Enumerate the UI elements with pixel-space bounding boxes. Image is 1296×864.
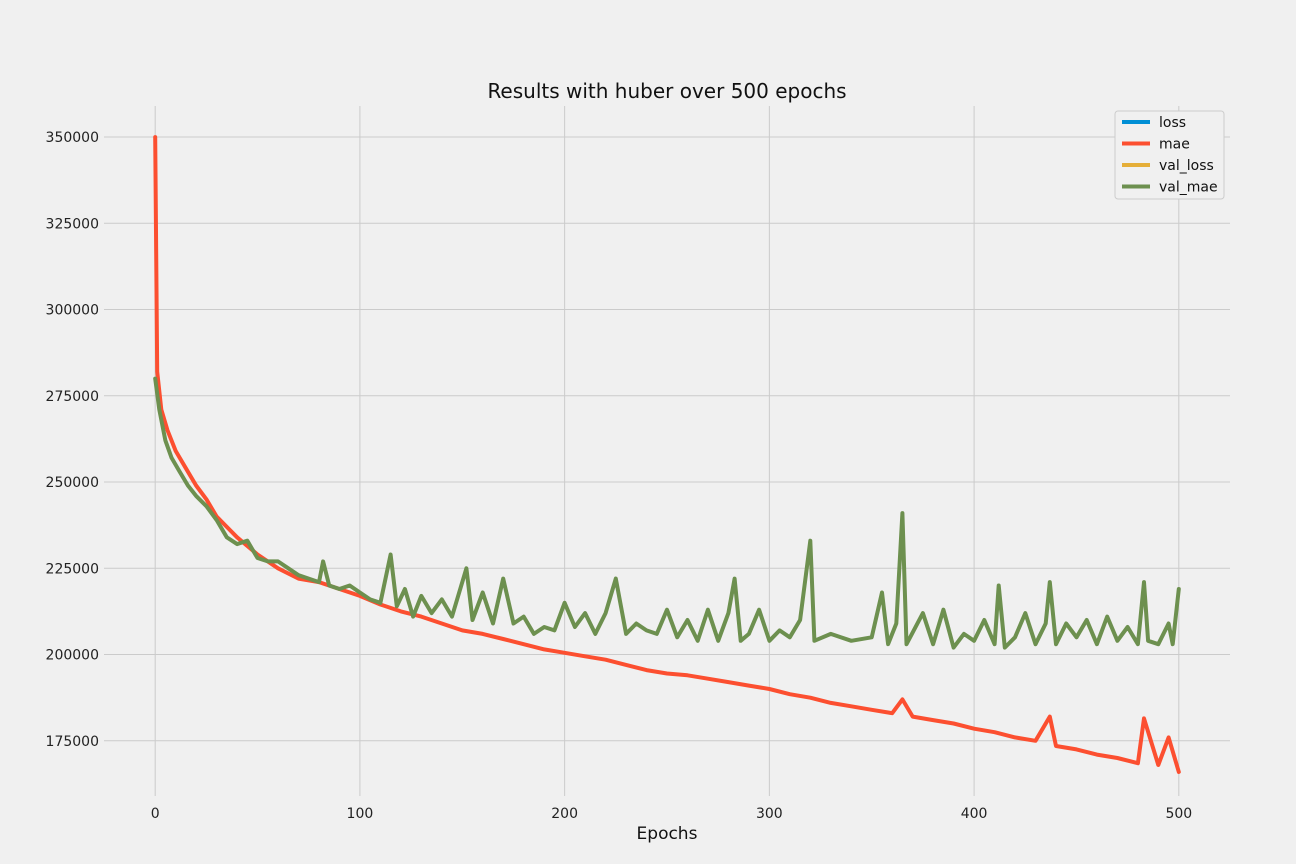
y-tick-labels: 175000 200000 225000 250000 275000 300000 3250… xyxy=(46,130,99,750)
y-tick-label: 350000 xyxy=(46,130,99,146)
x-tick-label: 200 xyxy=(551,806,578,822)
x-axis-label: Epochs xyxy=(637,824,698,844)
legend-label-loss: loss xyxy=(1159,115,1186,131)
x-tick-labels: 0 100 200 300 400 500 xyxy=(151,806,1192,822)
legend-label-val-mae: val_mae xyxy=(1159,180,1218,196)
x-tick-label: 0 xyxy=(151,806,160,822)
grid xyxy=(104,106,1230,796)
series-line-val-mae xyxy=(153,376,1181,650)
legend-box xyxy=(1114,110,1225,200)
chart-title: Results with huber over 500 epochs xyxy=(487,79,846,103)
x-tick-label: 100 xyxy=(347,806,374,822)
y-tick-label: 175000 xyxy=(46,734,99,750)
y-tick-label: 200000 xyxy=(46,648,99,664)
x-tick-label: 500 xyxy=(1165,806,1192,822)
legend-label-mae: mae xyxy=(1159,137,1190,153)
y-tick-label: 300000 xyxy=(46,303,99,319)
y-tick-label: 325000 xyxy=(46,216,99,232)
series-lines xyxy=(153,135,1181,774)
y-tick-label: 250000 xyxy=(46,475,99,491)
y-tick-label: 275000 xyxy=(46,389,99,405)
x-tick-label: 400 xyxy=(961,806,988,822)
x-tick-label: 300 xyxy=(756,806,783,822)
legend-label-val-loss: val_loss xyxy=(1159,158,1214,174)
legend: loss mae val_loss val_mae xyxy=(1114,110,1225,200)
y-tick-label: 225000 xyxy=(46,561,99,577)
series-line-mae xyxy=(153,135,1181,774)
